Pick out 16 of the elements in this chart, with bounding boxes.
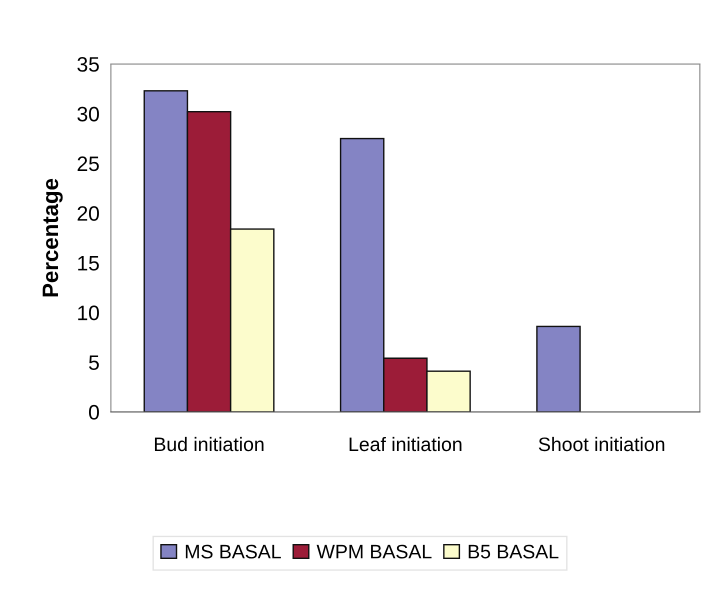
y-tick-label: 0 — [88, 404, 99, 420]
bar — [536, 326, 581, 412]
y-tick-label: 15 — [78, 256, 99, 271]
y-tick-label: 25 — [78, 156, 99, 172]
y-tick-label: 30 — [77, 106, 99, 122]
y-tick-label: 10 — [78, 306, 99, 320]
legend-label: WPM BASAL — [316, 544, 432, 558]
y-tick-label: 5 — [89, 355, 99, 370]
y-axis-title: Percentage — [42, 178, 63, 296]
x-tick-label: Bud initiation — [154, 436, 264, 452]
y-tick-label: 35 — [77, 57, 99, 72]
y-tick-label: 20 — [78, 206, 99, 221]
legend-label: MS BASAL — [186, 544, 281, 558]
x-tick-label: Shoot initiation — [538, 436, 664, 452]
legend-label: B5 BASAL — [468, 544, 558, 558]
x-tick-label: Leaf initiation — [350, 436, 462, 452]
